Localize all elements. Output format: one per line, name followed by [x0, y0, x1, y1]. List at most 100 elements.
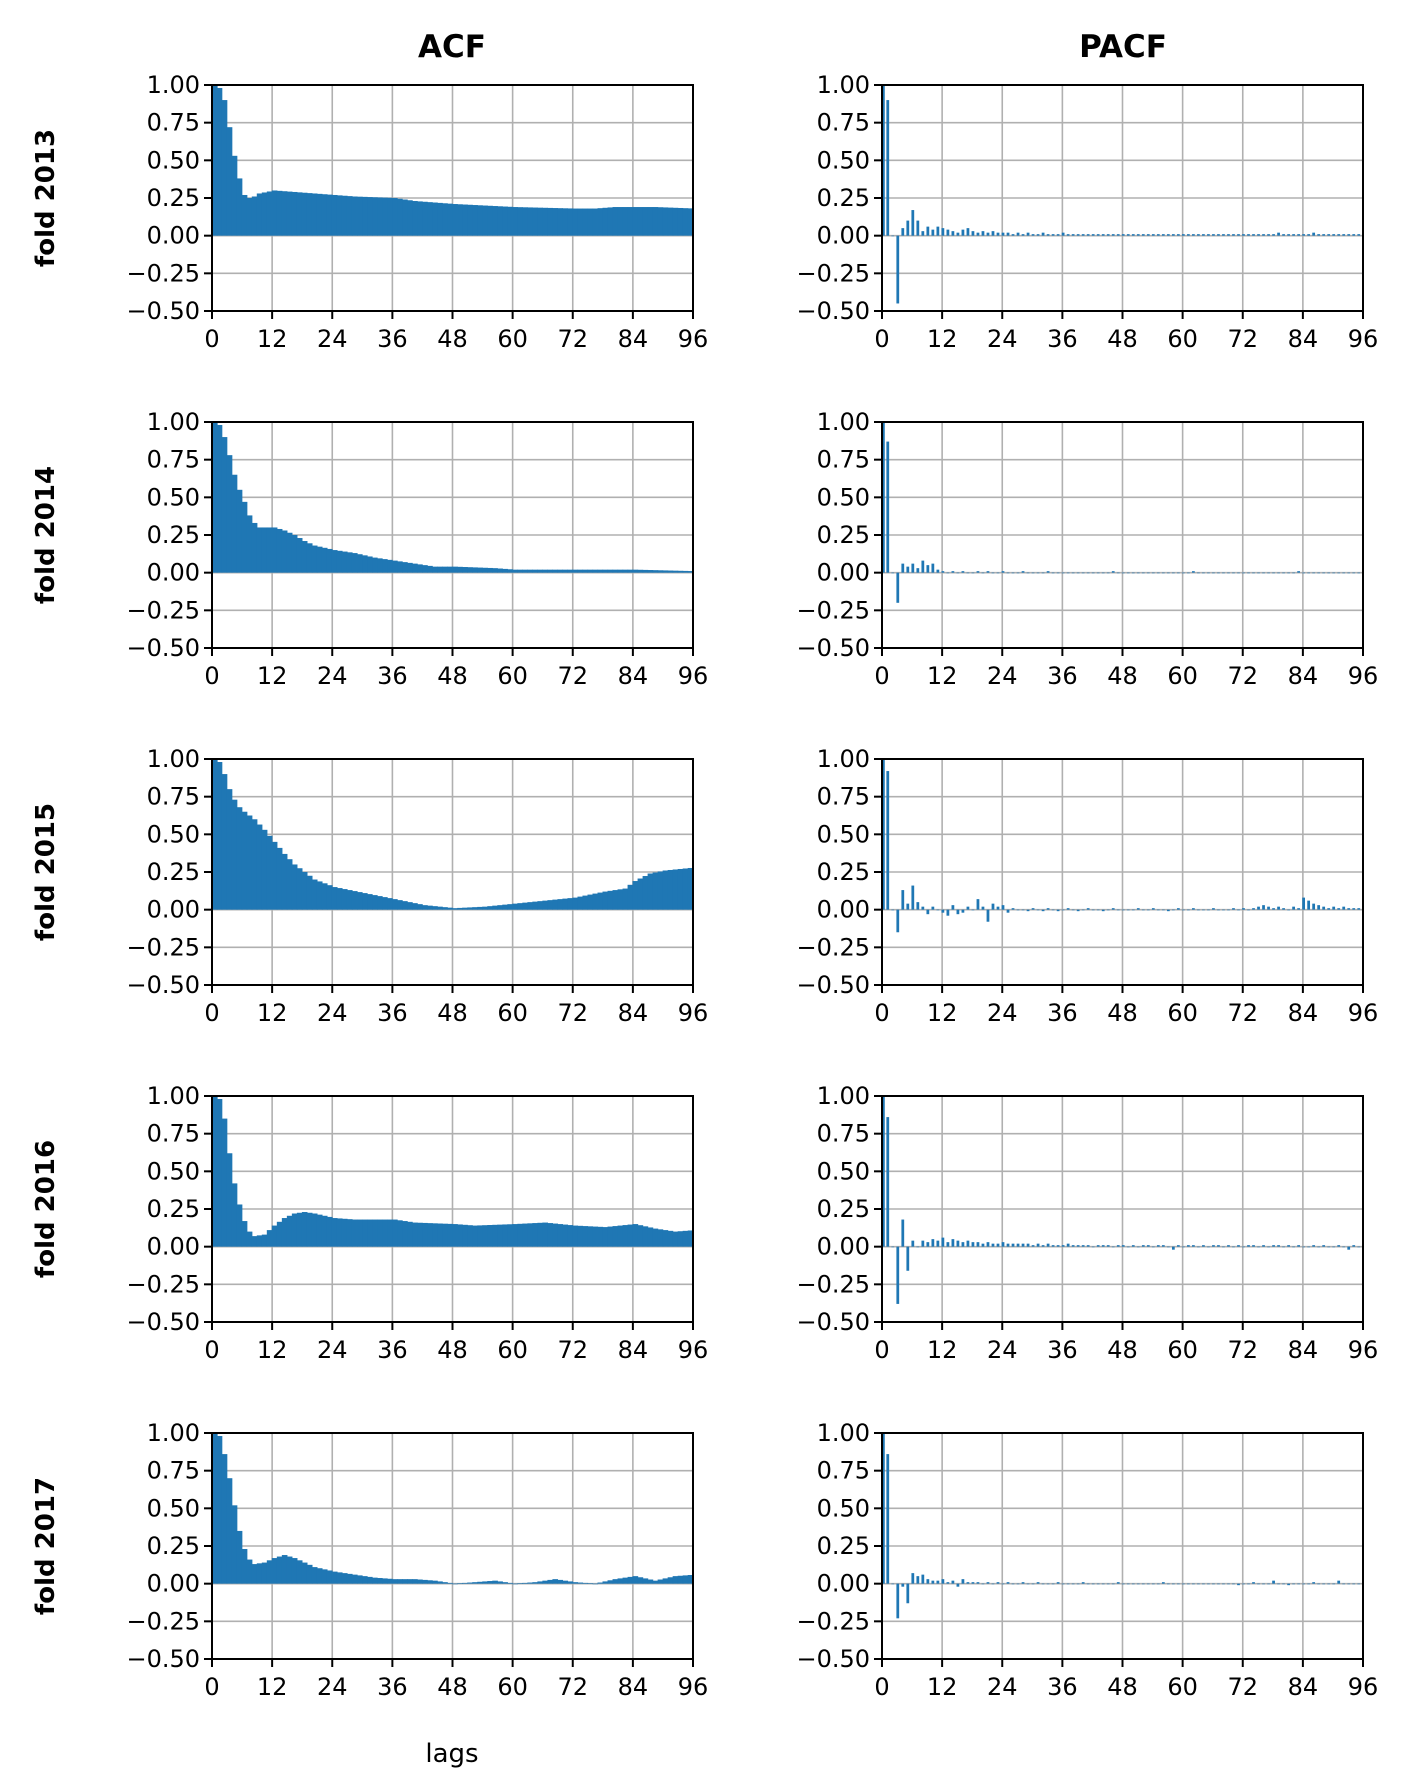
bar-lag-44	[1101, 1245, 1105, 1247]
bar-lag-51	[467, 1225, 473, 1247]
bar-lag-9	[256, 1235, 263, 1247]
bar-lag-1	[216, 1436, 223, 1584]
bar-lag-53	[477, 1581, 483, 1584]
bar-lag-38	[402, 901, 408, 910]
bar-lag-69	[1227, 572, 1230, 574]
bar-lag-30	[362, 1576, 368, 1584]
bar-lag-18	[301, 541, 308, 573]
bar-lag-21	[316, 1214, 323, 1247]
bar-lag-40	[412, 1579, 418, 1584]
bar-lag-19	[976, 571, 980, 573]
bar-lag-18	[301, 1562, 308, 1584]
bar-lag-84	[632, 881, 639, 910]
bar-lag-67	[1217, 572, 1220, 574]
bar-lag-92	[1342, 572, 1346, 574]
x-tick-label: 24	[987, 1673, 1018, 1701]
bar-lag-20	[981, 1243, 985, 1247]
bar-lag-41	[417, 1222, 423, 1247]
bar-lag-48	[452, 908, 458, 910]
bar-lag-23	[996, 1243, 1000, 1247]
x-tick-label: 12	[927, 1673, 958, 1701]
bar-lag-58	[1171, 234, 1175, 236]
bar-lag-78	[602, 1581, 609, 1584]
bar-lag-92	[1342, 906, 1346, 910]
bar-lag-44	[1101, 909, 1105, 912]
bar-lag-20	[311, 1213, 318, 1247]
bar-lag-10	[261, 829, 268, 910]
bar-lag-57	[1166, 909, 1170, 912]
bar-lag-80	[1282, 1583, 1285, 1585]
bar-lag-49	[1126, 1583, 1130, 1585]
x-tick-label: 60	[497, 662, 528, 690]
bar-lag-73	[577, 208, 584, 236]
bar-lag-49	[457, 204, 463, 236]
bar-lag-1	[886, 771, 890, 910]
y-tick-label: 0.75	[817, 1457, 870, 1485]
bar-lag-48	[1121, 1583, 1125, 1585]
bar-lag-73	[1247, 909, 1250, 911]
bar-lag-43	[1096, 1583, 1100, 1585]
bar-lag-72	[572, 1582, 579, 1584]
bar-lag-63	[1197, 1583, 1200, 1585]
bar-lag-31	[1036, 572, 1040, 574]
bar-lag-68	[552, 569, 559, 573]
bar-lag-24	[1001, 905, 1005, 910]
bar-lag-93	[1347, 572, 1351, 574]
bar-lag-54	[482, 205, 488, 236]
y-tick-label: 0.00	[817, 896, 870, 924]
bar-lag-55	[1156, 1583, 1160, 1585]
y-tick-label: −0.25	[796, 1607, 870, 1635]
bar-lag-48	[452, 1583, 458, 1585]
bar-lag-95	[687, 1575, 693, 1584]
bar-lag-90	[1332, 1246, 1336, 1248]
bar-lag-22	[991, 572, 995, 574]
bar-lag-87	[647, 1579, 654, 1584]
bar-lag-69	[557, 899, 564, 910]
bar-lag-63	[1197, 909, 1200, 911]
x-tick-label: 96	[678, 662, 709, 690]
bar-lag-21	[316, 881, 323, 910]
bar-lag-60	[1181, 572, 1185, 574]
bar-lag-83	[1297, 1245, 1300, 1247]
y-tick-label: 0.50	[147, 820, 200, 848]
bar-lag-43	[1096, 572, 1100, 574]
bar-lag-37	[1066, 908, 1070, 910]
bar-lag-51	[1136, 234, 1140, 236]
bar-lag-84	[1302, 897, 1306, 910]
x-tick-label: 84	[1288, 1336, 1319, 1364]
bar-lag-19	[976, 1242, 980, 1247]
bar-lag-80	[1282, 1246, 1285, 1248]
bar-lag-82	[622, 207, 629, 236]
bar-lag-69	[1227, 234, 1230, 236]
y-tick-label: −0.50	[126, 971, 200, 999]
y-tick-label: 0.00	[147, 222, 200, 250]
bar-lag-95	[687, 208, 693, 236]
bar-lag-43	[427, 1580, 433, 1584]
bar-lag-58	[502, 904, 508, 910]
bar-lag-74	[1252, 1245, 1255, 1247]
bar-lag-89	[657, 1579, 664, 1584]
bar-lag-58	[502, 568, 508, 573]
y-tick-label: −0.50	[796, 634, 870, 662]
bar-lag-5	[236, 178, 243, 236]
bar-lag-59	[1176, 1583, 1180, 1585]
bar-lag-45	[1106, 909, 1110, 911]
bar-lag-71	[567, 208, 574, 236]
bar-lag-77	[1267, 1583, 1270, 1585]
bar-lag-49	[457, 1583, 463, 1584]
bar-lag-46	[442, 1223, 448, 1247]
bar-lag-57	[1166, 572, 1170, 574]
x-tick-label: 84	[618, 662, 649, 690]
bar-lag-95	[687, 867, 693, 910]
bar-lag-53	[1146, 234, 1150, 236]
bar-lag-34	[1051, 1245, 1055, 1247]
bar-lag-44	[432, 202, 438, 236]
bar-lag-14	[281, 191, 288, 236]
bar-lag-77	[597, 1226, 604, 1247]
bar-lag-45	[437, 906, 443, 910]
bar-lag-18	[301, 192, 308, 236]
x-tick-label: 36	[377, 1336, 408, 1364]
bar-lag-79	[1277, 232, 1280, 236]
bar-lag-33	[377, 1219, 383, 1247]
bar-lag-8	[251, 1564, 258, 1584]
